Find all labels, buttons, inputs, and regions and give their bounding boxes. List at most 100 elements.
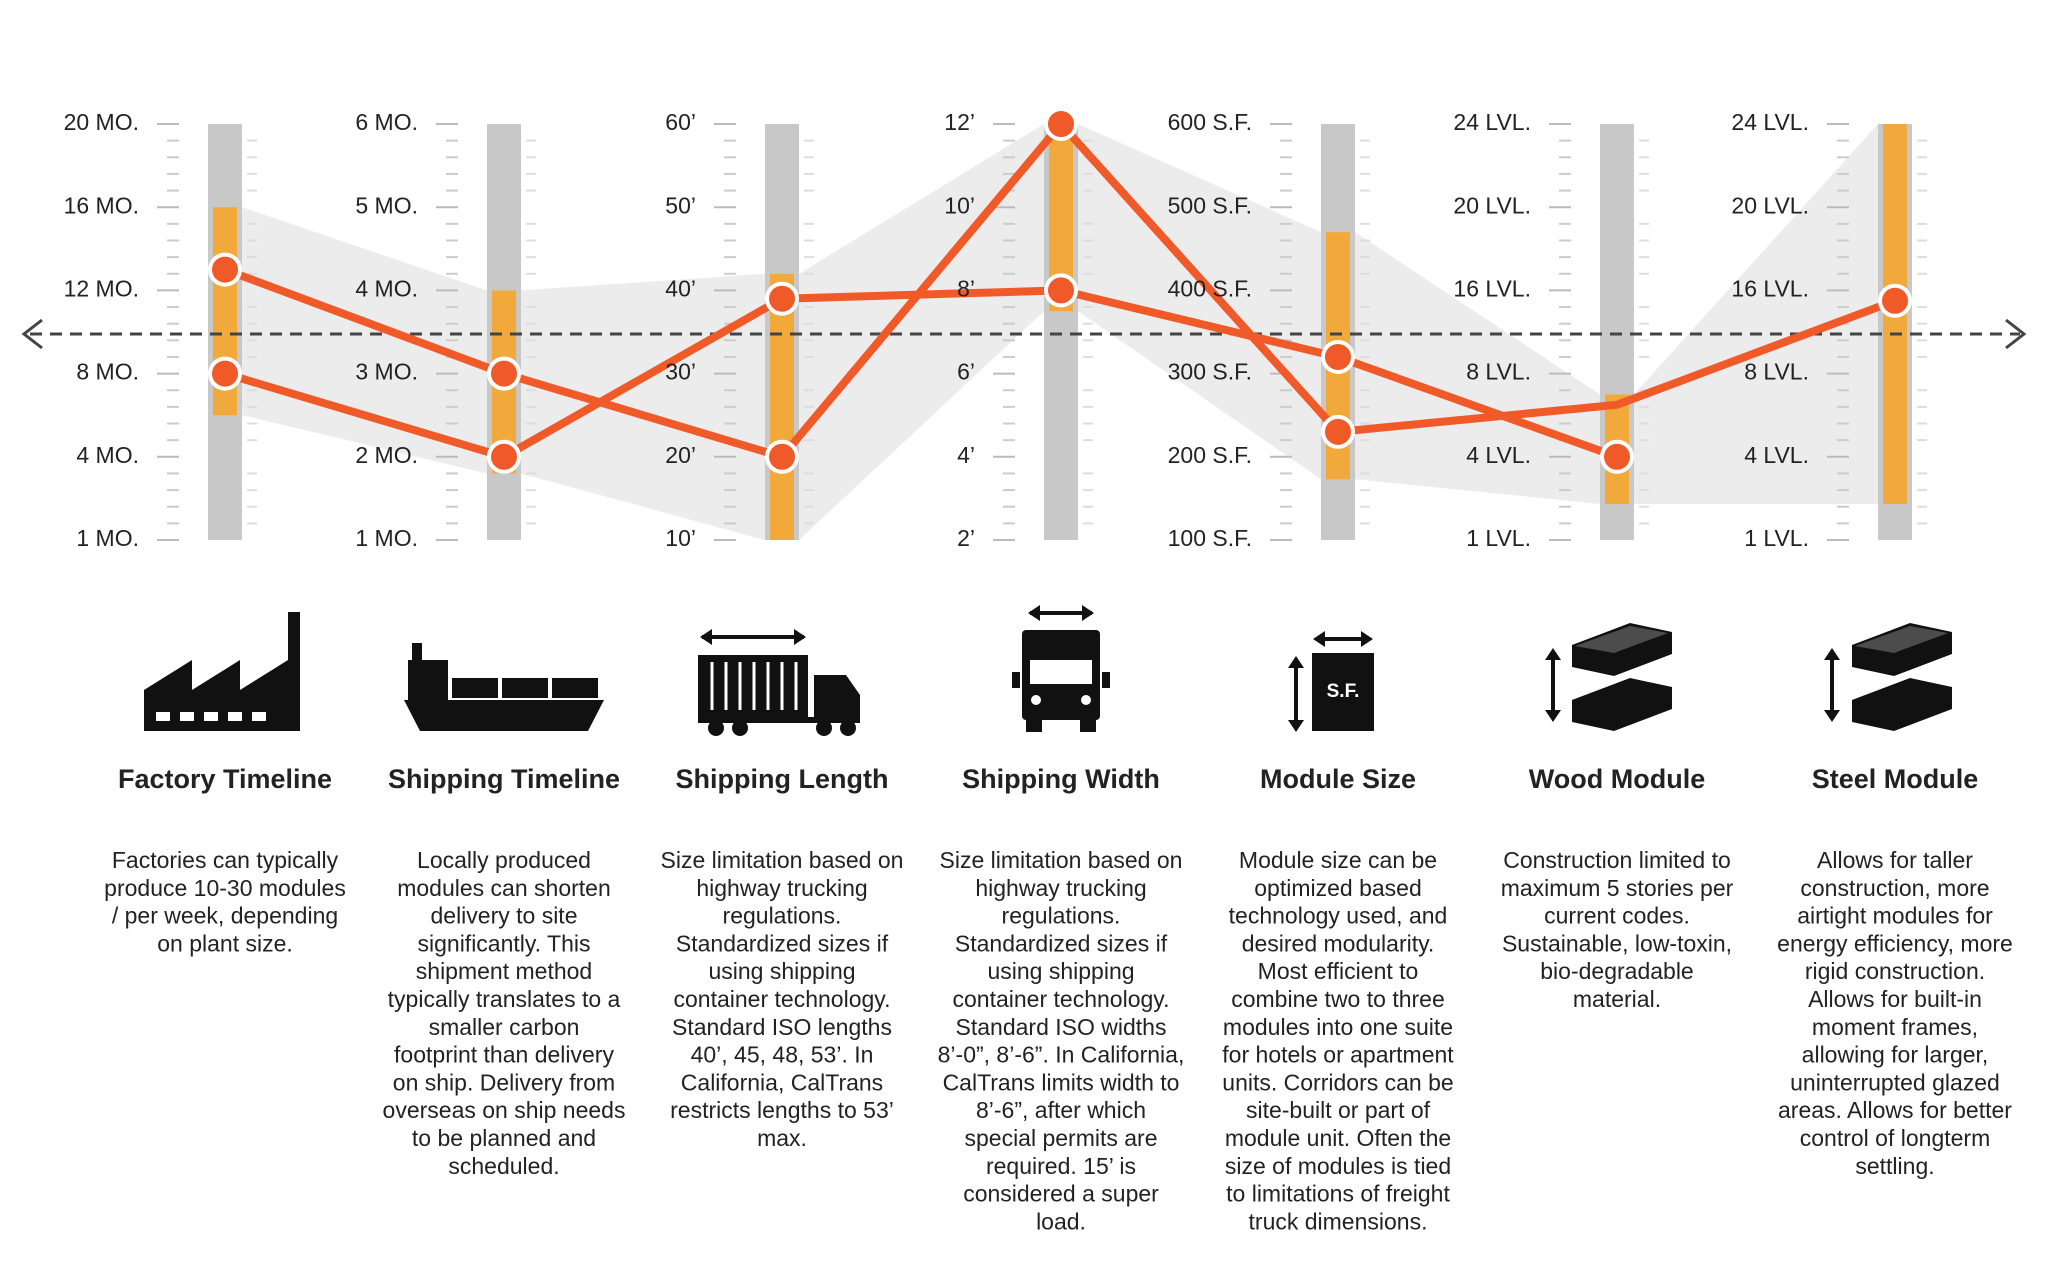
column-description: Locally produced — [417, 847, 591, 873]
wood-module-icon — [1545, 623, 1672, 731]
column-description: settling. — [1855, 1153, 1934, 1179]
column-description: Allows for taller — [1817, 847, 1973, 873]
column-description: Standard ISO lengths — [672, 1014, 892, 1040]
icons: S.F. — [144, 605, 1952, 736]
column-description: produce 10-30 modules — [104, 875, 346, 901]
column-description: construction, more — [1800, 875, 1989, 901]
tick-label: 6’ — [957, 359, 975, 385]
column-description: Standard ISO widths — [956, 1014, 1167, 1040]
column-description: overseas on ship needs — [383, 1097, 626, 1123]
tick-label: 500 S.F. — [1168, 192, 1252, 218]
tick-label: 6 MO. — [355, 109, 418, 135]
column-description: 40’, 45, 48, 53’. In — [691, 1042, 874, 1068]
connecting-line — [221, 286, 1621, 461]
tick-label: 8 MO. — [76, 359, 139, 385]
column-description: delivery to site — [430, 903, 577, 929]
factory-icon — [144, 612, 300, 731]
data-point — [1044, 273, 1078, 308]
tick-label: 8 LVL. — [1466, 359, 1531, 385]
column-description: Module size can be — [1239, 847, 1437, 873]
column-title: Shipping Width — [962, 764, 1160, 794]
container-truck-icon — [698, 629, 860, 736]
tick-label: 4 LVL. — [1466, 442, 1531, 468]
column-description: site-built or part of — [1246, 1097, 1431, 1123]
column-description: using shipping — [987, 958, 1134, 984]
background-layer — [242, 124, 1878, 540]
tick-label: 10’ — [944, 192, 975, 218]
column-description: Standardized sizes if — [955, 930, 1168, 956]
data-point — [487, 439, 521, 474]
column-description: regulations. — [723, 903, 842, 929]
column-description: restricts lengths to 53’ — [670, 1097, 894, 1123]
column-description: on ship. Delivery from — [393, 1069, 615, 1095]
tick-label: 12 MO. — [64, 275, 139, 301]
column-description: considered a super — [963, 1181, 1159, 1207]
column-description: moment frames, — [1812, 1014, 1978, 1040]
column-description: uninterrupted glazed — [1790, 1069, 2000, 1095]
column-description: on plant size. — [157, 930, 293, 956]
tick-label: 10’ — [665, 525, 696, 551]
tick-label: 20 LVL. — [1731, 192, 1809, 218]
column-description: / per week, depending — [112, 903, 338, 929]
column-description: material. — [1573, 986, 1661, 1012]
column-description: module unit. Often the — [1225, 1125, 1451, 1151]
tick-label: 16 LVL. — [1453, 275, 1531, 301]
tick-label: 200 S.F. — [1168, 442, 1252, 468]
column-description: technology used, and — [1229, 903, 1448, 929]
tick-label: 20 MO. — [64, 109, 139, 135]
column-description: size of modules is tied — [1225, 1153, 1451, 1179]
tick-label: 1 MO. — [76, 525, 139, 551]
data-point — [1878, 283, 1912, 318]
left-arrow — [21, 318, 43, 350]
column-description: CalTrans limits width to — [943, 1069, 1180, 1095]
tick-label: 24 LVL. — [1731, 109, 1809, 135]
data-point — [765, 281, 799, 316]
column-description: for hotels or apartment — [1222, 1042, 1454, 1068]
tick-label: 300 S.F. — [1168, 359, 1252, 385]
column-description: desired modularity. — [1242, 930, 1435, 956]
column-description: shipment method — [416, 958, 592, 984]
column-description: load. — [1036, 1208, 1086, 1234]
column-description: significantly. This — [418, 930, 591, 956]
column-title: Shipping Length — [676, 764, 889, 794]
column-description: using shipping — [708, 958, 855, 984]
column-description: special permits are — [964, 1125, 1157, 1151]
data-point — [487, 356, 521, 391]
tick-label: 20 LVL. — [1453, 192, 1531, 218]
tick-label: 16 MO. — [64, 192, 139, 218]
tick-label: 4’ — [957, 442, 975, 468]
column-title: Steel Module — [1812, 764, 1979, 794]
column-description: highway trucking — [975, 875, 1146, 901]
column-description: Standardized sizes if — [676, 930, 889, 956]
column-description: units. Corridors can be — [1222, 1069, 1453, 1095]
tick-label: 5 MO. — [355, 192, 418, 218]
column-title: Module Size — [1260, 764, 1416, 794]
tick-label: 100 S.F. — [1168, 525, 1252, 551]
column-title: Shipping Timeline — [388, 764, 620, 794]
tick-label: 1 MO. — [355, 525, 418, 551]
column-description: bio-degradable — [1540, 958, 1693, 984]
column-description: California, CalTrans — [681, 1069, 883, 1095]
data-point — [208, 252, 242, 287]
tick-label: 4 MO. — [355, 275, 418, 301]
tick-label: 8 LVL. — [1744, 359, 1809, 385]
column-description: Size limitation based on — [940, 847, 1183, 873]
column-description: modules into one suite — [1223, 1014, 1453, 1040]
range-band-connector — [799, 124, 1044, 540]
column-description: highway trucking — [696, 875, 867, 901]
tick-label: 20’ — [665, 442, 696, 468]
column-description: to limitations of freight — [1226, 1181, 1450, 1207]
tick-label: 40’ — [665, 275, 696, 301]
right-arrow — [2005, 318, 2027, 350]
column-description: optimized based — [1254, 875, 1422, 901]
truck-front-icon — [1012, 605, 1110, 732]
dots-layer — [208, 107, 1912, 474]
tick-label: 12’ — [944, 109, 975, 135]
column-description: regulations. — [1002, 903, 1121, 929]
column-description: Size limitation based on — [661, 847, 904, 873]
column-description: max. — [757, 1125, 807, 1151]
column-description: Most efficient to — [1258, 958, 1419, 984]
column-description: airtight modules for — [1797, 903, 1993, 929]
column-description: energy efficiency, more — [1777, 930, 2013, 956]
column-title: Factory Timeline — [118, 764, 332, 794]
